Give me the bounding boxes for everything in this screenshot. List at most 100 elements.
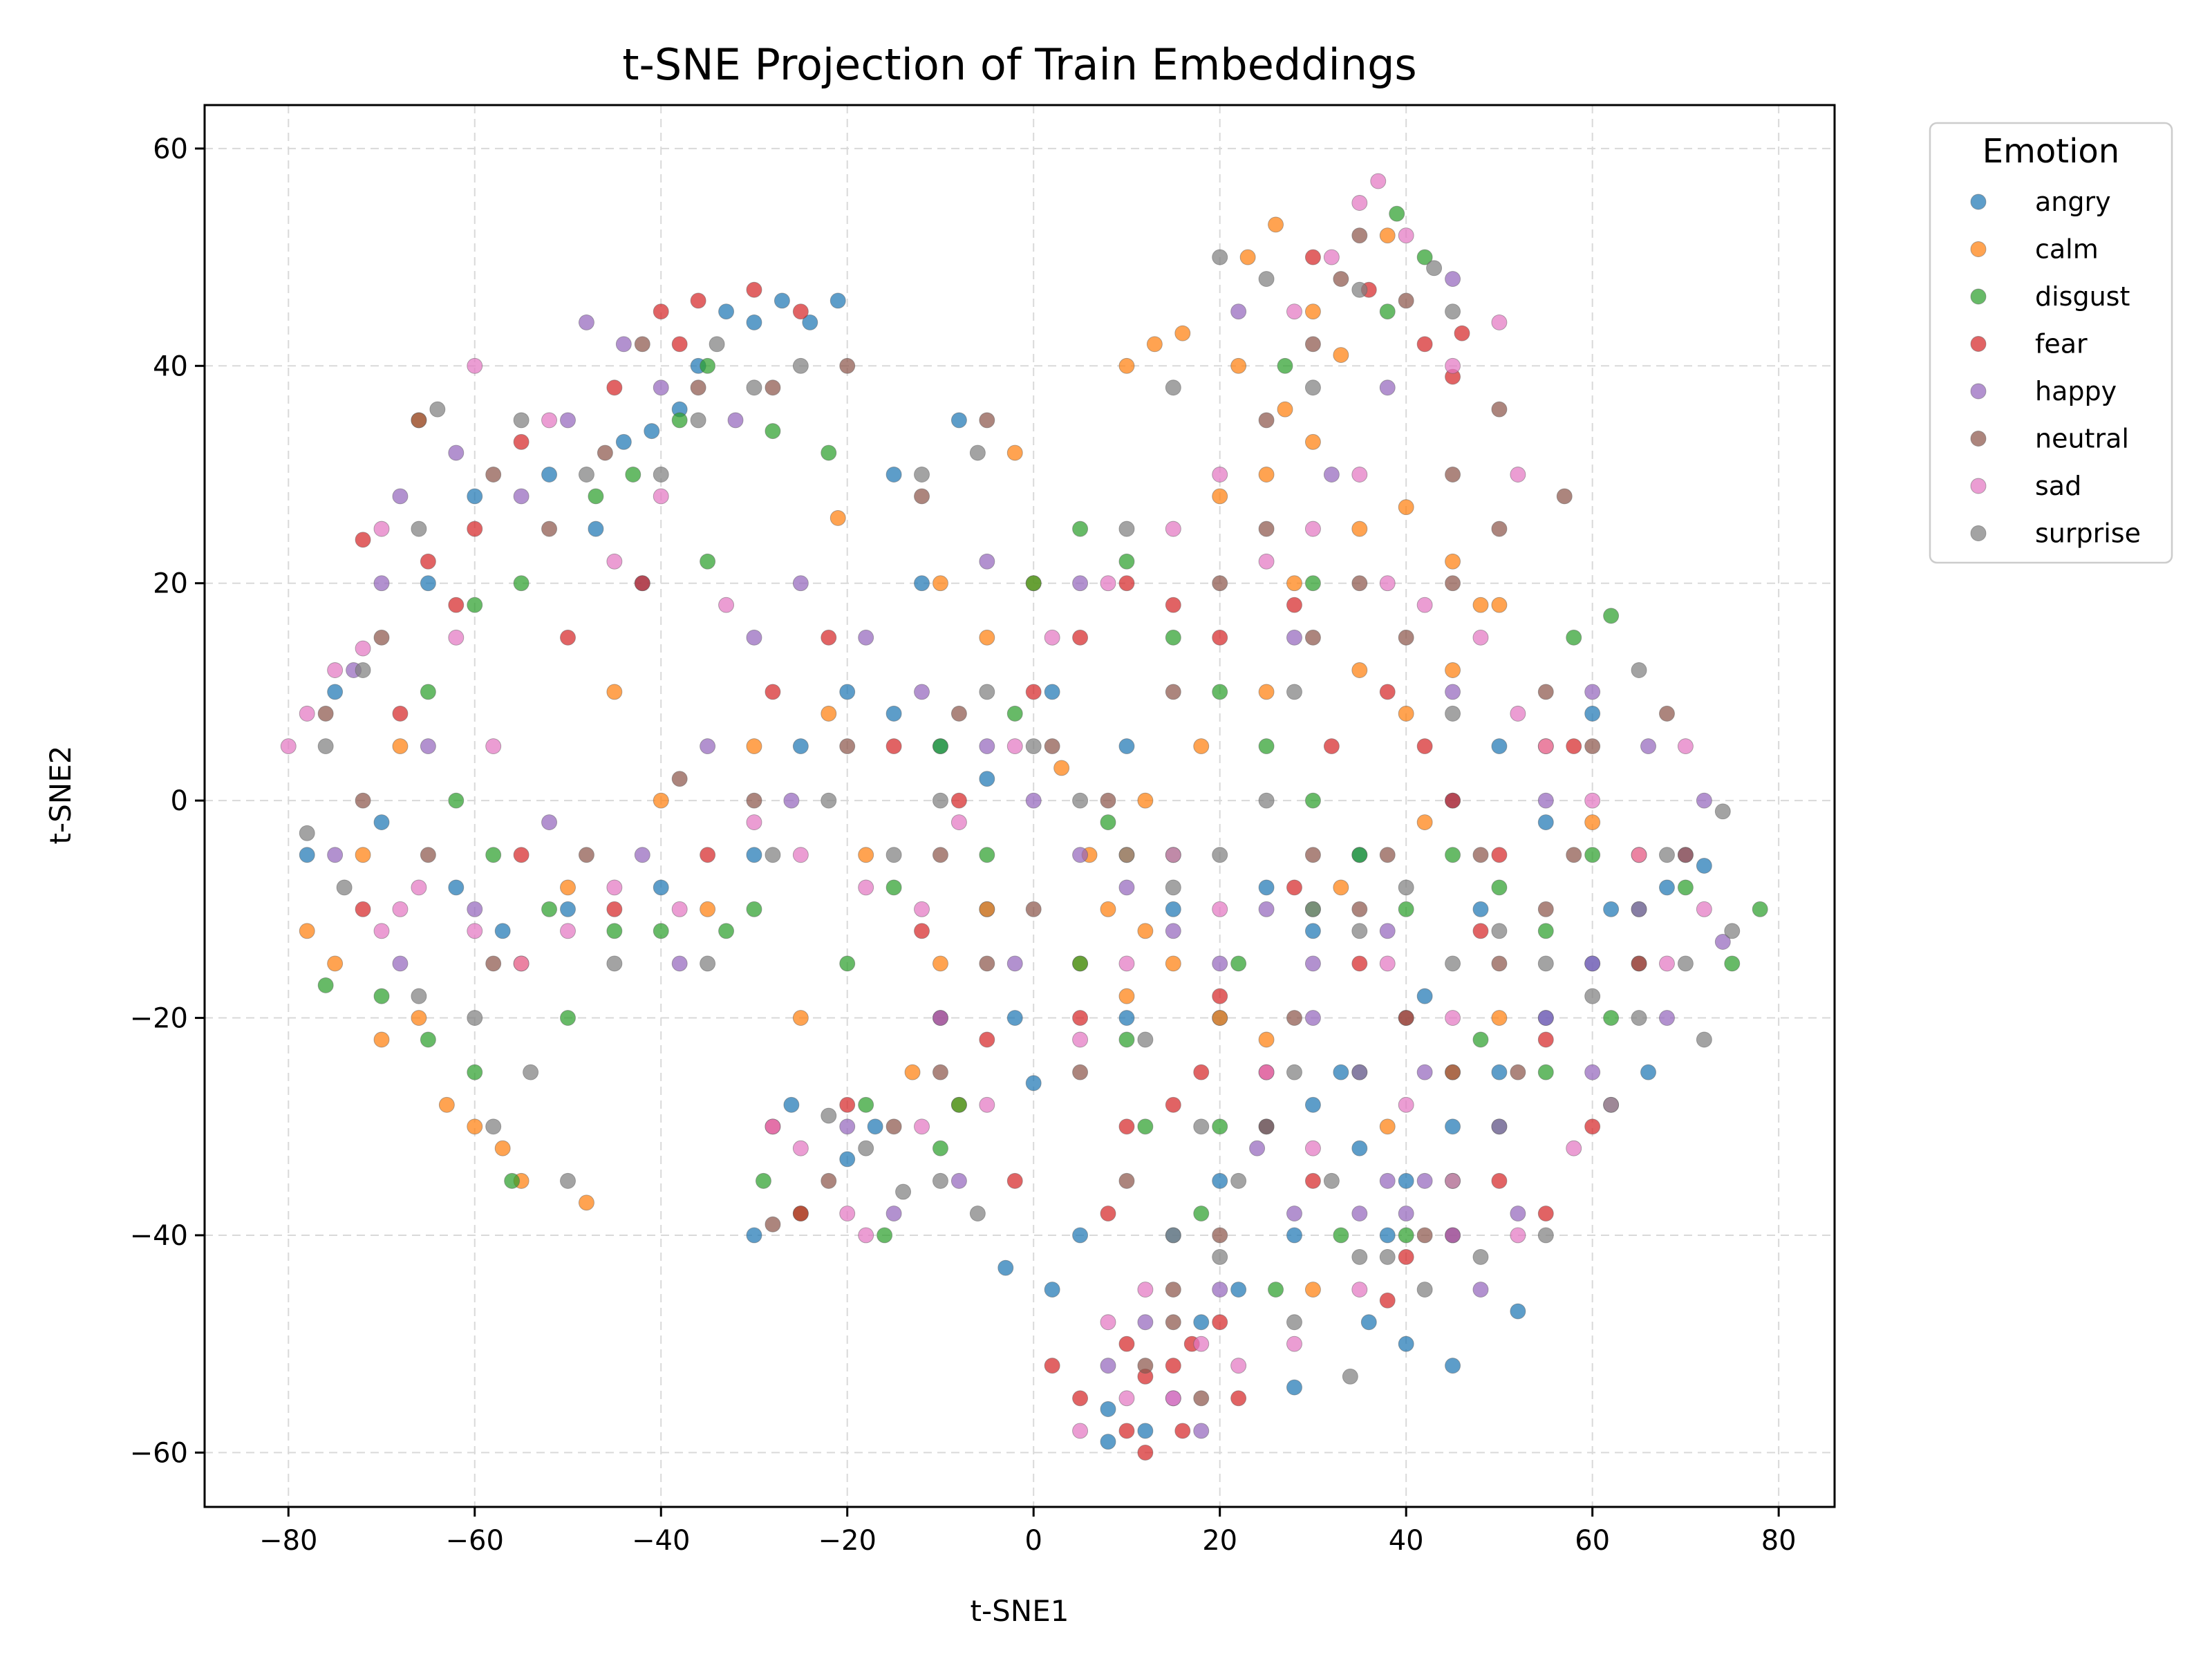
- data-point-calm: [1174, 325, 1191, 341]
- data-point-surprise: [932, 1172, 948, 1189]
- data-point-surprise: [1351, 923, 1368, 939]
- data-point-fear: [392, 705, 409, 722]
- data-point-sad: [1258, 553, 1275, 570]
- data-point-calm: [1053, 760, 1070, 776]
- data-point-surprise: [317, 738, 334, 754]
- data-point-angry: [839, 684, 856, 700]
- data-point-sad: [1537, 738, 1554, 754]
- data-point-happy: [858, 629, 874, 646]
- data-point-calm: [606, 684, 623, 700]
- data-point-sad: [1193, 1335, 1210, 1352]
- data-point-angry: [1025, 1075, 1042, 1091]
- data-point-sad: [1212, 901, 1228, 917]
- data-point-surprise: [914, 467, 930, 482]
- data-point-surprise: [429, 401, 446, 418]
- data-point-fear: [1118, 1335, 1135, 1352]
- legend-label-disgust: disgust: [2035, 281, 2130, 312]
- data-point-sad: [299, 705, 315, 722]
- data-point-angry: [718, 303, 735, 320]
- data-point-neutral: [1491, 955, 1508, 972]
- data-point-sad: [560, 923, 576, 939]
- legend-label-fear: fear: [2035, 329, 2088, 359]
- data-point-fear: [1286, 879, 1302, 896]
- data-point-surprise: [1379, 1248, 1396, 1265]
- data-point-surprise: [578, 467, 594, 482]
- data-point-disgust: [1212, 1118, 1228, 1135]
- data-point-happy: [392, 955, 409, 972]
- data-point-calm: [1351, 662, 1368, 678]
- data-point-fear: [1379, 684, 1396, 700]
- data-point-angry: [373, 814, 390, 831]
- data-point-disgust: [858, 1096, 874, 1113]
- data-point-fear: [1323, 738, 1340, 754]
- data-point-sad: [1445, 1010, 1461, 1027]
- x-tick-label: −60: [446, 1525, 504, 1557]
- data-point-happy: [1137, 1314, 1154, 1331]
- data-point-happy: [1379, 379, 1396, 396]
- data-point-happy: [783, 792, 800, 809]
- data-point-sad: [1510, 467, 1526, 482]
- data-point-fear: [1491, 1172, 1508, 1189]
- data-point-disgust: [1416, 249, 1433, 265]
- data-point-angry: [830, 292, 846, 309]
- y-tick-label: 60: [153, 133, 188, 165]
- data-point-neutral: [1351, 575, 1368, 592]
- data-point-angry: [1044, 1282, 1060, 1298]
- data-point-neutral: [1100, 792, 1116, 809]
- data-point-calm: [1379, 1118, 1396, 1135]
- data-point-disgust: [1165, 629, 1181, 646]
- data-point-sad: [1212, 467, 1228, 482]
- data-point-fear: [1304, 1172, 1321, 1189]
- data-point-fear: [1472, 923, 1489, 939]
- data-point-angry: [1416, 988, 1433, 1004]
- data-point-fear: [1165, 1096, 1181, 1113]
- data-point-disgust: [821, 444, 837, 461]
- data-point-fear: [821, 629, 837, 646]
- data-point-angry: [1100, 1401, 1116, 1417]
- data-point-surprise: [1258, 792, 1275, 809]
- data-point-sad: [1677, 738, 1694, 754]
- data-point-surprise: [1118, 847, 1135, 863]
- data-point-calm: [1351, 521, 1368, 537]
- data-point-neutral: [1044, 738, 1060, 754]
- data-point-neutral: [885, 1118, 902, 1135]
- data-point-calm: [821, 705, 837, 722]
- data-point-angry: [1072, 1227, 1089, 1244]
- data-point-angry: [1659, 879, 1675, 896]
- data-point-disgust: [1230, 955, 1247, 972]
- data-point-angry: [997, 1259, 1014, 1276]
- data-point-angry: [1006, 1010, 1023, 1027]
- data-point-neutral: [1416, 1227, 1433, 1244]
- data-point-sad: [1258, 1064, 1275, 1080]
- data-point-surprise: [1137, 1031, 1154, 1048]
- y-tick-label: −60: [130, 1437, 188, 1469]
- data-point-fear: [1537, 1031, 1554, 1048]
- data-point-disgust: [467, 1064, 483, 1080]
- data-point-neutral: [1258, 1118, 1275, 1135]
- data-point-neutral: [1304, 629, 1321, 646]
- data-point-disgust: [1333, 1227, 1349, 1244]
- data-point-fear: [914, 923, 930, 939]
- data-point-sad: [1398, 227, 1414, 244]
- data-point-calm: [1165, 955, 1181, 972]
- data-point-happy: [1584, 684, 1601, 700]
- data-point-fear: [606, 379, 623, 396]
- data-point-surprise: [1491, 923, 1508, 939]
- data-point-neutral: [373, 629, 390, 646]
- data-point-happy: [1379, 1172, 1396, 1189]
- data-point-neutral: [932, 1064, 948, 1080]
- data-point-fear: [1006, 1172, 1023, 1189]
- data-point-fear: [653, 303, 669, 320]
- data-point-calm: [1118, 357, 1135, 374]
- data-point-calm: [700, 901, 716, 917]
- data-point-neutral: [1258, 412, 1275, 429]
- data-point-angry: [1165, 901, 1181, 917]
- data-point-neutral: [979, 412, 995, 429]
- data-point-calm: [1239, 249, 1256, 265]
- data-point-calm: [1304, 433, 1321, 450]
- data-point-fear: [1398, 1248, 1414, 1265]
- data-point-disgust: [1006, 705, 1023, 722]
- data-point-sad: [373, 923, 390, 939]
- legend-marker-disgust: [1970, 288, 1987, 305]
- data-point-sad: [1510, 1227, 1526, 1244]
